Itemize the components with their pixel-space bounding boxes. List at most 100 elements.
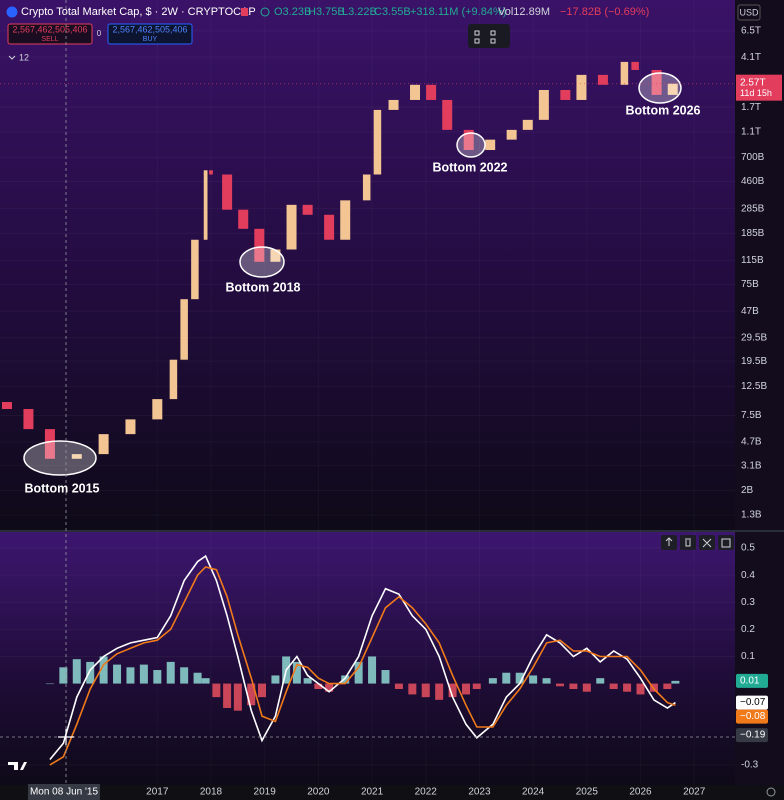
y-tick-label: 0.4 bbox=[741, 570, 755, 581]
histogram-bar bbox=[582, 683, 591, 692]
histogram-bar bbox=[303, 678, 312, 684]
histogram-bar bbox=[45, 683, 54, 685]
histogram-bar bbox=[515, 672, 524, 684]
candle bbox=[169, 359, 178, 400]
histogram-bar bbox=[555, 683, 564, 687]
candle bbox=[23, 409, 34, 430]
y-tick-label: 1.3B bbox=[741, 510, 762, 521]
histogram-bar bbox=[663, 683, 672, 690]
y-tick-label: 185B bbox=[741, 228, 765, 239]
button-icons bbox=[665, 537, 731, 548]
crosshair-cursor bbox=[58, 729, 74, 745]
histogram-bar bbox=[596, 678, 605, 684]
status-icon bbox=[260, 7, 270, 17]
currency[interactable]: USD bbox=[739, 7, 759, 17]
symbol-icon[interactable] bbox=[6, 6, 18, 18]
price-pane bbox=[0, 0, 735, 530]
candle bbox=[324, 214, 335, 240]
y-tick-label: 2B bbox=[741, 485, 754, 496]
candle bbox=[442, 99, 453, 130]
candle bbox=[597, 74, 608, 85]
candle bbox=[667, 83, 678, 95]
sell-price[interactable]: 2,567,462,505,406 bbox=[12, 24, 87, 34]
x-tick-label: 2024 bbox=[522, 787, 545, 798]
histogram-bar bbox=[462, 683, 471, 695]
price-label: 2.57T bbox=[740, 77, 766, 88]
buy-label[interactable]: BUY bbox=[143, 36, 158, 43]
sell-label[interactable]: SELL bbox=[41, 36, 58, 43]
tv-logo[interactable] bbox=[8, 762, 27, 770]
candle bbox=[152, 399, 163, 420]
delete-button[interactable] bbox=[680, 535, 696, 550]
ohlc-close: C3.55B bbox=[374, 6, 411, 18]
candle bbox=[1, 402, 12, 410]
histogram-bar bbox=[86, 661, 95, 684]
candle bbox=[125, 419, 136, 435]
histogram-bar bbox=[212, 683, 221, 698]
x-tick-label: 2027 bbox=[683, 787, 706, 798]
candle bbox=[426, 84, 437, 100]
histogram-bar bbox=[609, 683, 618, 690]
histogram-bar bbox=[180, 667, 189, 684]
buy-button[interactable] bbox=[107, 23, 193, 45]
y-tick-label: 1.1T bbox=[741, 127, 761, 138]
candle bbox=[209, 170, 213, 175]
volume-change: −17.82B (−0.69%) bbox=[560, 6, 649, 18]
currency-box[interactable] bbox=[737, 4, 761, 21]
histogram-bar bbox=[623, 683, 632, 692]
candle bbox=[631, 61, 639, 70]
y-tick-label: 19.5B bbox=[741, 356, 767, 367]
ohlc-low: L3.22B bbox=[342, 6, 377, 18]
candle bbox=[270, 249, 281, 262]
collapse-chevron[interactable] bbox=[8, 55, 16, 60]
x-tick-label: 2022 bbox=[415, 787, 438, 798]
histogram-bar bbox=[314, 683, 323, 690]
value-label-box bbox=[736, 728, 768, 743]
histogram-bar bbox=[649, 683, 658, 692]
candle bbox=[44, 429, 55, 459]
y-tick-label: 460B bbox=[741, 176, 765, 187]
histogram-bar bbox=[292, 661, 301, 684]
histogram-bar bbox=[381, 670, 390, 684]
collapsed-count[interactable]: 12 bbox=[19, 52, 29, 62]
sell-button[interactable] bbox=[7, 23, 93, 45]
symbol-title[interactable]: Crypto Total Market Cap, $ · 2W · CRYPTO… bbox=[21, 6, 256, 18]
bottom-highlight bbox=[23, 440, 97, 476]
candle bbox=[410, 84, 421, 100]
layout-icon[interactable] bbox=[474, 30, 496, 44]
settings-icon[interactable] bbox=[766, 787, 776, 797]
candle bbox=[286, 204, 297, 250]
histogram-bar bbox=[201, 678, 210, 684]
histogram-bar bbox=[153, 670, 162, 684]
histogram-bar bbox=[368, 656, 377, 684]
histogram-bar bbox=[569, 683, 578, 690]
ohlc-high: H3.75B bbox=[308, 6, 345, 18]
value-label: −0.08 bbox=[740, 711, 766, 722]
histogram-bar bbox=[166, 661, 175, 684]
countdown: 11d 15h bbox=[740, 88, 772, 98]
y-tick-label: 29.5B bbox=[741, 332, 767, 343]
collapse-button[interactable] bbox=[718, 535, 734, 550]
candle bbox=[191, 239, 199, 300]
candle bbox=[362, 174, 371, 201]
flag-icon[interactable] bbox=[241, 8, 248, 16]
value-label-box bbox=[736, 695, 768, 710]
bottom-highlight bbox=[239, 246, 285, 278]
bottom-highlight bbox=[638, 72, 682, 104]
histogram-bar bbox=[258, 683, 267, 698]
annotation: Bottom 2015 bbox=[24, 481, 99, 495]
toolbar[interactable] bbox=[468, 24, 510, 48]
pane-buttons bbox=[661, 535, 734, 550]
y-tick-label: 115B bbox=[741, 255, 764, 266]
value-label-box bbox=[736, 673, 768, 688]
histogram-bar bbox=[636, 683, 645, 695]
histogram-bar bbox=[542, 678, 551, 684]
ohlc-open: O3.23B bbox=[274, 6, 311, 18]
histogram-bar bbox=[72, 659, 81, 684]
pane-separator[interactable] bbox=[0, 530, 784, 532]
buy-price[interactable]: 2,567,462,505,406 bbox=[112, 24, 187, 34]
price-label-box bbox=[736, 74, 782, 101]
histogram-bar bbox=[223, 683, 232, 708]
histogram-bar bbox=[113, 664, 122, 684]
